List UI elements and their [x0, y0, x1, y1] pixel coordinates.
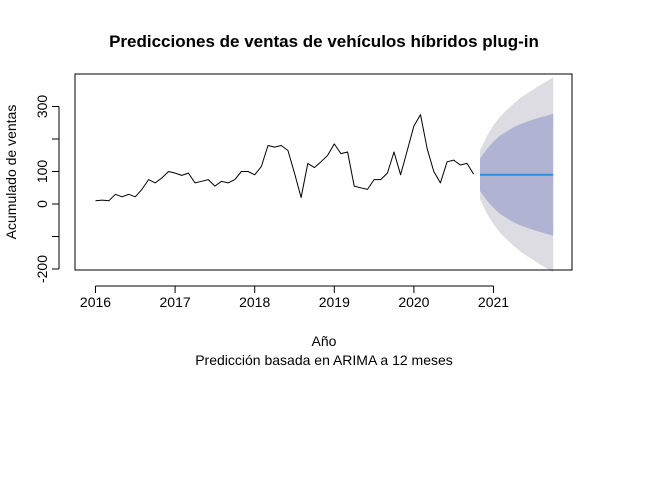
chart-title: Predicciones de ventas de vehículos híbr…	[109, 32, 539, 51]
x-tick-label: 2021	[478, 294, 509, 310]
y-tick-label: 100	[34, 160, 50, 184]
y-tick-label: 300	[34, 95, 50, 119]
plot-frame	[74, 73, 573, 271]
y-axis-label: Acumulado de ventas	[3, 105, 19, 240]
x-tick-label: 2020	[398, 294, 429, 310]
x-tick-label: 2018	[239, 294, 270, 310]
x-tick-label: 2019	[319, 294, 350, 310]
y-tick-label: -200	[34, 255, 50, 283]
x-tick-label: 2017	[160, 294, 191, 310]
chart-subtitle: Predicción basada en ARIMA a 12 meses	[195, 352, 453, 368]
x-tick-label: 2016	[80, 294, 111, 310]
x-axis-label: Año	[312, 333, 337, 349]
y-tick-label: 0	[34, 200, 50, 208]
line-history	[95, 114, 475, 202]
series-lines	[95, 114, 554, 202]
axes: 2016 2017 2018 2019 2020 2021 -200 0 100 300	[34, 95, 509, 310]
